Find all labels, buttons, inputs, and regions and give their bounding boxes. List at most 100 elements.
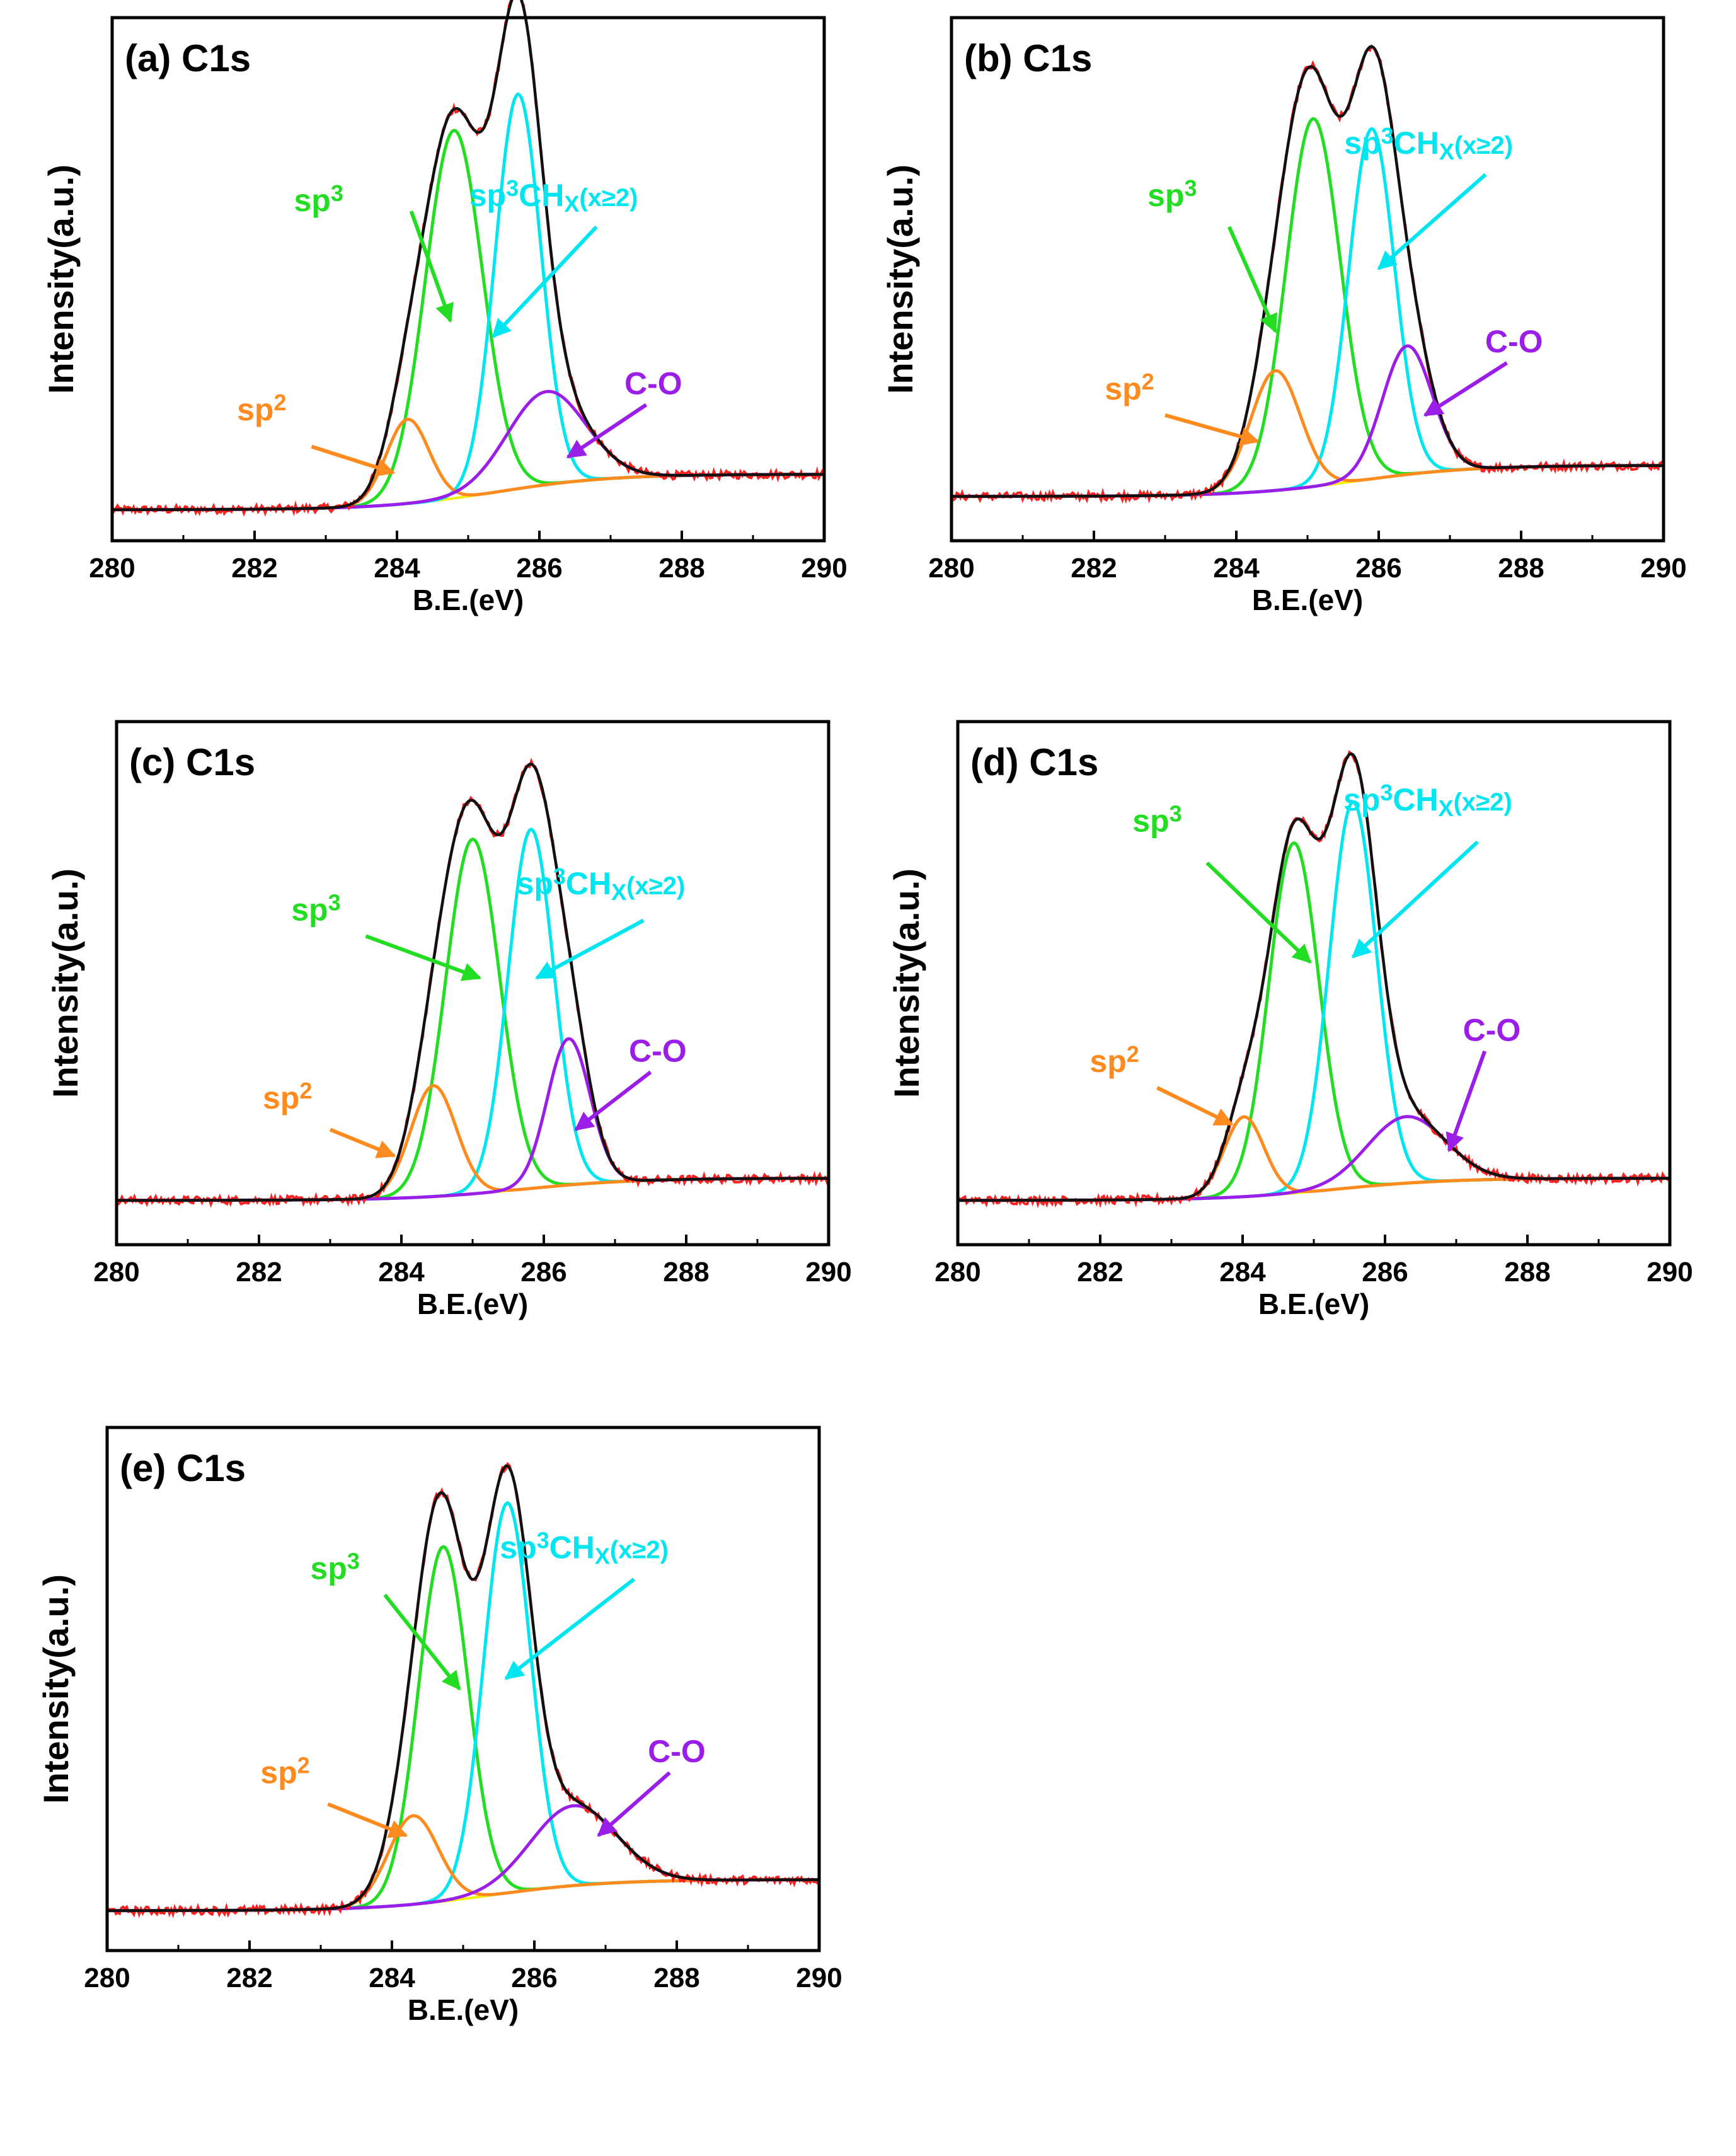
component-sp3-c bbox=[117, 837, 829, 1202]
background-line-a bbox=[112, 473, 824, 511]
arrow-co-c bbox=[574, 1070, 652, 1131]
arrow-sp2-e bbox=[327, 1802, 408, 1838]
arrow-sp3-b bbox=[1227, 226, 1277, 333]
label-sp3chx-b: sp3CHX(x≥2) bbox=[1344, 123, 1513, 164]
x-tick-label-d-282: 282 bbox=[1077, 1257, 1123, 1288]
panel-a: 280 282 284 286 288 290 B.E.(eV) Intensity(a.u.… bbox=[41, 0, 848, 616]
x-tick-label-d-284: 284 bbox=[1219, 1257, 1266, 1288]
panel-title-b: (b) C1s bbox=[964, 37, 1092, 79]
x-tick-label-a-288: 288 bbox=[658, 553, 704, 584]
label-sp3chx-d: sp3CHX(x≥2) bbox=[1343, 780, 1512, 821]
arrow-sp3chx-c bbox=[535, 918, 645, 980]
x-axis-label-c: B.E.(eV) bbox=[417, 1288, 528, 1320]
arrow-sp3chx-d bbox=[1351, 840, 1479, 959]
x-tick-label-b-280: 280 bbox=[928, 553, 974, 584]
label-sp2-c: sp2 bbox=[263, 1078, 312, 1115]
arrow-sp2-c bbox=[329, 1127, 396, 1158]
raw-spectrum-d bbox=[957, 750, 1671, 1209]
x-tick-label-c-280: 280 bbox=[93, 1257, 139, 1288]
component-sp2-b bbox=[951, 369, 1664, 499]
x-tick-label-b-282: 282 bbox=[1071, 553, 1117, 584]
x-axis-label-b: B.E.(eV) bbox=[1252, 584, 1363, 616]
x-tick-label-a-280: 280 bbox=[89, 553, 135, 584]
envelope-fit-b bbox=[951, 45, 1664, 498]
label-sp3-e: sp3 bbox=[310, 1548, 359, 1586]
x-tick-label-c-284: 284 bbox=[378, 1257, 425, 1288]
arrow-sp2-b bbox=[1164, 413, 1260, 446]
arrow-sp3chx-b bbox=[1377, 173, 1487, 270]
x-tick-label-d-280: 280 bbox=[934, 1257, 980, 1288]
component-co-e bbox=[107, 1804, 819, 1913]
component-co-d bbox=[958, 1115, 1670, 1202]
arrow-sp2-d bbox=[1156, 1086, 1234, 1126]
x-tick-label-b-290: 290 bbox=[1640, 553, 1686, 584]
envelope-fit-c bbox=[117, 763, 829, 1202]
component-sp3-a bbox=[112, 129, 824, 512]
panel-c: 280 282 284 286 288 290 B.E.(eV) Intensity(a.u.… bbox=[45, 720, 852, 1320]
label-sp3-a: sp3 bbox=[294, 180, 343, 218]
x-tick-label-e-288: 288 bbox=[653, 1963, 699, 1993]
label-sp2-a: sp2 bbox=[237, 389, 286, 427]
x-tick-label-d-288: 288 bbox=[1504, 1257, 1550, 1288]
arrow-sp3-e bbox=[383, 1593, 461, 1691]
panel-e: 280 282 284 286 288 290 B.E.(eV) Intensity(a.u.… bbox=[36, 1426, 842, 2026]
panel-b: 280 282 284 286 288 290 B.E.(eV) Intensity(a.u.… bbox=[880, 16, 1687, 616]
label-co-a: C-O bbox=[624, 366, 682, 401]
arrow-sp3-c bbox=[365, 934, 482, 981]
arrow-sp3-a bbox=[409, 210, 454, 323]
x-tick-label-b-288: 288 bbox=[1498, 553, 1544, 584]
arrow-sp2-a bbox=[311, 444, 396, 477]
x-tick-label-b-284: 284 bbox=[1213, 553, 1260, 584]
envelope-fit-a bbox=[112, 0, 824, 511]
arrow-co-d bbox=[1446, 1050, 1487, 1153]
plot-frame-e bbox=[105, 1426, 821, 1952]
label-sp2-d: sp2 bbox=[1089, 1041, 1139, 1079]
x-tick-label-e-284: 284 bbox=[369, 1963, 415, 1993]
label-co-d: C-O bbox=[1463, 1012, 1521, 1047]
x-tick-label-a-282: 282 bbox=[231, 553, 277, 584]
x-tick-label-e-282: 282 bbox=[226, 1963, 272, 1993]
label-co-c: C-O bbox=[629, 1034, 687, 1069]
x-axis-label-a: B.E.(eV) bbox=[413, 584, 524, 616]
x-tick-label-e-280: 280 bbox=[84, 1963, 130, 1993]
panel-title-d: (d) C1s bbox=[970, 741, 1098, 783]
arrow-co-e bbox=[597, 1771, 671, 1837]
panel-title-c: (c) C1s bbox=[129, 741, 255, 783]
component-co-b bbox=[951, 344, 1664, 499]
component-co-c bbox=[117, 1037, 829, 1202]
x-tick-label-e-286: 286 bbox=[511, 1963, 557, 1993]
panel-title-a: (a) C1s bbox=[125, 37, 251, 79]
y-axis-label-d: Intensity(a.u.) bbox=[887, 868, 926, 1098]
panel-title-e: (e) C1s bbox=[120, 1447, 246, 1489]
plot-frame-d bbox=[956, 720, 1672, 1247]
raw-spectrum-e bbox=[106, 1461, 820, 1918]
x-tick-label-b-286: 286 bbox=[1355, 553, 1401, 584]
x-tick-label-c-288: 288 bbox=[663, 1257, 709, 1288]
label-sp3chx-a: sp3CHX(x≥2) bbox=[469, 175, 638, 217]
x-tick-label-c-282: 282 bbox=[236, 1257, 282, 1288]
x-tick-label-d-290: 290 bbox=[1647, 1257, 1693, 1288]
component-sp3chx-c bbox=[117, 827, 829, 1202]
x-tick-label-a-290: 290 bbox=[801, 553, 847, 584]
x-tick-label-e-290: 290 bbox=[796, 1963, 842, 1993]
y-axis-label-e: Intensity(a.u.) bbox=[36, 1574, 76, 1804]
y-axis-label-b: Intensity(a.u.) bbox=[880, 164, 920, 394]
plot-frame-b bbox=[950, 16, 1665, 543]
arrow-sp3chx-a bbox=[491, 225, 598, 338]
x-tick-label-d-286: 286 bbox=[1362, 1257, 1408, 1288]
x-axis-label-e: B.E.(eV) bbox=[408, 1993, 519, 2026]
arrow-co-b bbox=[1423, 361, 1509, 417]
envelope-fit-e bbox=[107, 1464, 819, 1912]
label-sp3-b: sp3 bbox=[1147, 175, 1197, 213]
component-sp3chx-d bbox=[958, 800, 1670, 1202]
x-axis-label-d: B.E.(eV) bbox=[1258, 1288, 1369, 1320]
label-sp2-b: sp2 bbox=[1105, 369, 1154, 406]
label-co-b: C-O bbox=[1485, 324, 1543, 359]
component-sp3-e bbox=[107, 1545, 819, 1913]
y-axis-label-c: Intensity(a.u.) bbox=[45, 868, 85, 1098]
label-sp3-c: sp3 bbox=[291, 889, 340, 927]
component-sp3-d bbox=[958, 841, 1670, 1202]
arrow-sp3chx-e bbox=[504, 1577, 636, 1680]
arrow-sp3-d bbox=[1205, 861, 1312, 964]
